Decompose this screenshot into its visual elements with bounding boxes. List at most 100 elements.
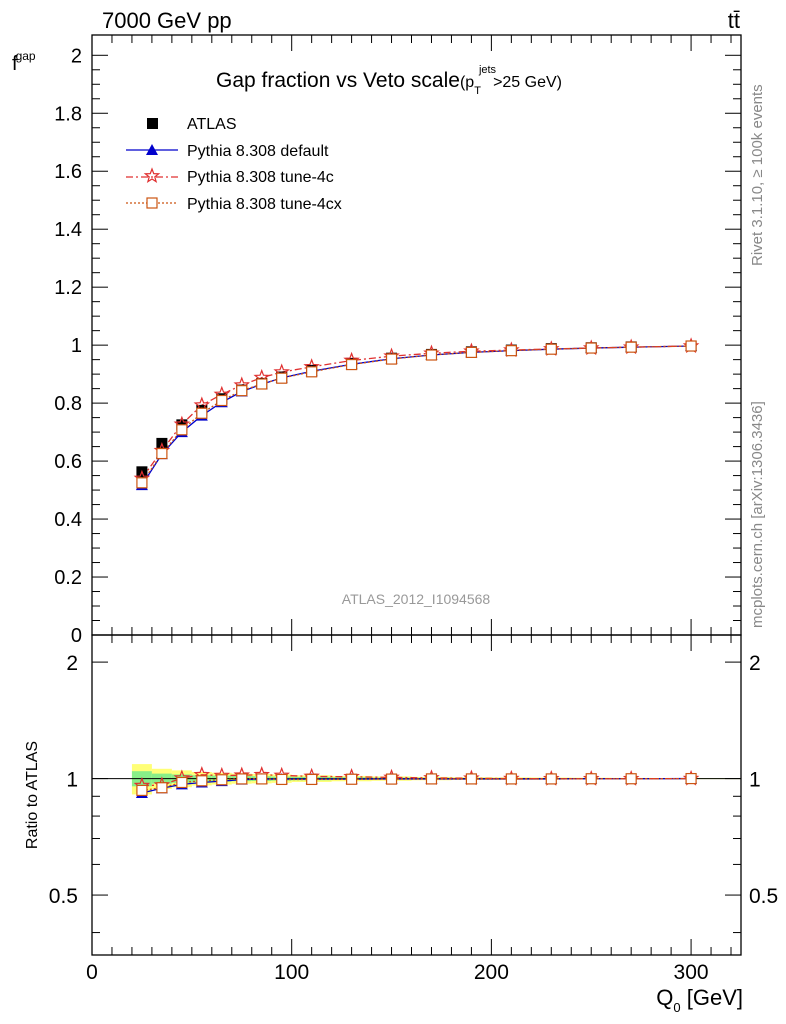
title-sup: jets	[478, 64, 497, 76]
ratio-point-pythia-8-308-tune-4cx	[306, 773, 318, 786]
main-ytick-labels: 0 0.2 0.4 0.6 0.8 1 1.2 1.4 1.6 1.8 2	[54, 45, 82, 647]
legend-marker-tune-4cx	[146, 197, 158, 209]
ratio-frame	[91, 634, 742, 956]
ylabel-f: f	[12, 53, 18, 75]
point-pythia-8-308-tune-4cx	[465, 346, 478, 358]
analysis-watermark: ATLAS_2012_I1094568	[342, 591, 491, 607]
ratio-point-pythia-8-308-tune-4cx	[346, 773, 358, 785]
series-line-pythia-8-308-default	[141, 345, 692, 486]
main-ylabel: fgap	[12, 49, 36, 75]
main-panel: 0 0.2 0.4 0.6 0.8 1 1.2 1.4 1.6 1.8 2 Gap fraction…	[12, 34, 742, 647]
legend-entry-tune-4cx: Pythia 8.308 tune-4cx	[126, 196, 342, 213]
energy-label: 7000 GeV pp	[102, 8, 232, 33]
point-pythia-8-308-tune-4cx	[385, 353, 398, 365]
ratio-ylabel: Ratio to ATLAS	[24, 741, 41, 849]
point-pythia-8-308-tune-4cx	[176, 424, 188, 436]
main-ytick-label: 1.2	[54, 277, 82, 299]
legend-marker-default	[146, 144, 158, 155]
main-ytick-label: 0.8	[54, 393, 82, 415]
main-ytick-label: 1.8	[54, 103, 82, 125]
ratio-tick-labels: 0.5 0.5 1 1 2 2 0 100 200 300	[49, 652, 778, 984]
legend-marker-atlas	[147, 118, 158, 129]
point-pythia-8-308-tune-4cx	[156, 447, 168, 460]
main-ytick-label: 0.6	[54, 451, 82, 473]
ratio-point-pythia-8-308-tune-4cx	[156, 782, 168, 794]
legend-label-tune-4c: Pythia 8.308 tune-4c	[187, 169, 334, 186]
ratio-ytick-label-right: 2	[749, 652, 761, 675]
x-axis-label: Q0 [GeV]	[656, 985, 743, 1015]
legend-label-atlas: ATLAS	[187, 116, 237, 133]
main-series	[133, 337, 700, 491]
xtick-label: 300	[674, 961, 709, 984]
ratio-point-pythia-8-308-tune-4cx	[385, 773, 398, 785]
point-pythia-8-308-tune-4cx	[585, 342, 597, 354]
ratio-point-pythia-8-308-tune-4cx	[585, 773, 597, 785]
point-pythia-8-308-tune-4cx	[216, 394, 228, 407]
main-ytick-label: 2	[71, 45, 82, 67]
ratio-point-pythia-8-308-tune-4cx	[236, 773, 248, 785]
main-ytick-label: 1	[71, 335, 82, 357]
point-pythia-8-308-tune-4cx	[306, 366, 318, 378]
point-pythia-8-308-tune-4cx	[136, 477, 148, 489]
xtick-label: 100	[274, 961, 309, 984]
point-pythia-8-308-tune-4cx	[505, 345, 517, 357]
point-pythia-8-308-tune-4cx	[425, 349, 438, 361]
point-pythia-8-308-tune-4cx	[236, 385, 248, 397]
xtick-label: 0	[86, 961, 98, 984]
ratio-point-pythia-8-308-tune-4cx	[545, 773, 557, 785]
xlabel-sub: 0	[673, 1000, 680, 1015]
legend-marker-tune-4c	[143, 167, 161, 184]
ratio-line-pythia-8-308-tune-4c	[141, 774, 692, 787]
ratio-panel: 0.5 0.51 12 20 100 200 300 Ratio to ATLAS Q0 […	[24, 634, 778, 1015]
title-sub: T	[474, 85, 481, 97]
legend-entry-atlas: ATLAS	[147, 116, 237, 133]
ratio-point-pythia-8-308-tune-4cx	[625, 773, 637, 785]
point-pythia-8-308-tune-4cx	[685, 340, 697, 352]
legend-entry-tune-4c: Pythia 8.308 tune-4c	[126, 167, 334, 186]
point-pythia-8-308-tune-4cx	[196, 407, 208, 419]
main-title: Gap fraction vs Veto scale(pTjets >25 GeV…	[216, 64, 562, 97]
ratio-point-pythia-8-308-tune-4cx	[425, 773, 438, 785]
legend-entry-default: Pythia 8.308 default	[126, 143, 329, 160]
xlabel-q: Q	[656, 985, 673, 1010]
ratio-ytick-label: 1	[66, 769, 78, 792]
point-pythia-8-308-tune-4cx	[276, 372, 288, 384]
point-pythia-8-308-tune-4cx	[346, 358, 358, 371]
title-main: Gap fraction vs Veto scale	[216, 69, 460, 92]
legend-label-default: Pythia 8.308 default	[187, 143, 329, 160]
main-ytick-label: 0.4	[54, 509, 82, 531]
main-ytick-label: 0	[71, 625, 82, 647]
ratio-series	[133, 766, 700, 798]
point-pythia-8-308-tune-4cx	[256, 378, 268, 390]
ratio-ticks	[91, 635, 741, 955]
rivet-label: Rivet 3.1.10, ≥ 100k events	[749, 84, 766, 266]
main-ytick-label: 1.6	[54, 161, 82, 183]
ratio-ytick-label-right: 0.5	[749, 885, 778, 908]
legend: ATLAS Pythia 8.308 default Pythia 8.308 …	[126, 116, 342, 213]
title-tail: >25 GeV)	[493, 74, 562, 91]
main-ytick-label: 0.2	[54, 567, 82, 589]
point-pythia-8-308-tune-4cx	[545, 343, 557, 355]
ratio-point-pythia-8-308-tune-4cx	[685, 772, 697, 785]
ratio-point-pythia-8-308-tune-4cx	[136, 784, 148, 797]
ratio-point-pythia-8-308-tune-4cx	[276, 773, 288, 786]
xlabel-tail: [GeV]	[681, 985, 743, 1010]
legend-label-tune-4cx: Pythia 8.308 tune-4cx	[187, 196, 342, 213]
mcplots-label: mcplots.cern.ch [arXiv:1306.3436]	[749, 401, 766, 628]
ratio-point-pythia-8-308-tune-4cx	[256, 773, 268, 785]
ratio-point-pythia-8-308-tune-4cx	[216, 774, 228, 786]
ratio-point-pythia-8-308-tune-4cx	[176, 776, 188, 789]
ratio-point-pythia-8-308-tune-4cx	[196, 775, 208, 787]
series-line-pythia-8-308-tune-4cx	[141, 345, 692, 484]
main-ytick-label: 1.4	[54, 219, 82, 241]
process-label: tt̄	[728, 8, 740, 33]
main-ticks	[91, 35, 741, 636]
xtick-label: 200	[474, 961, 509, 984]
ratio-ytick-label-right: 1	[749, 769, 761, 792]
ratio-point-pythia-8-308-tune-4cx	[505, 773, 517, 785]
series-line-pythia-8-308-tune-4c	[141, 345, 692, 479]
ylabel-sub: gap	[16, 49, 36, 63]
title-suffix: (p	[460, 74, 474, 91]
ratio-ytick-label: 0.5	[49, 885, 78, 908]
